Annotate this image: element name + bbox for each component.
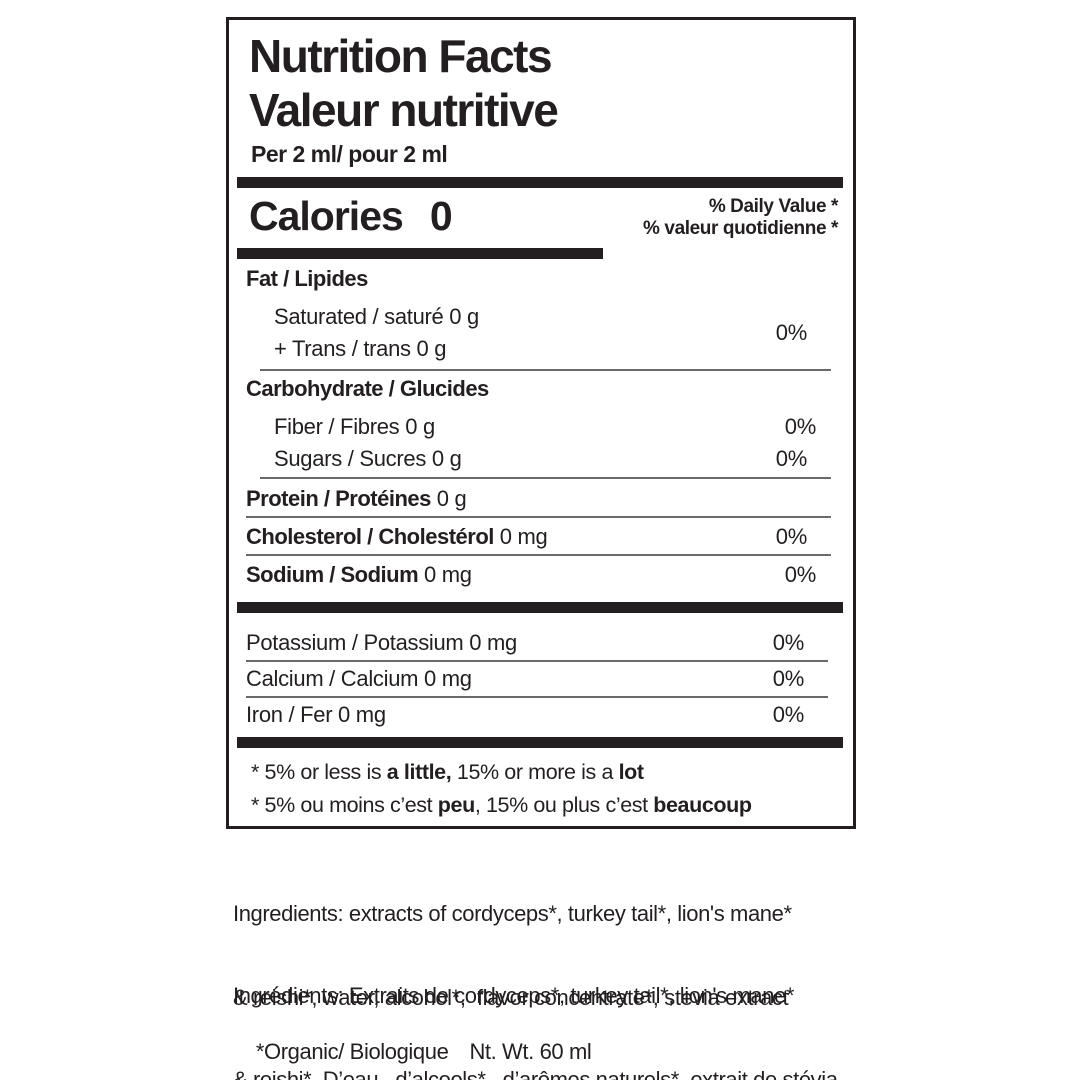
net-weight: Nt. Wt. 60 ml [469,1039,592,1064]
ingredients-french: Ingrédients: Extraits de cordyceps*, tur… [233,926,838,1080]
nutrient-row-protein: Protein / Protéines 0 g [246,483,831,519]
ingredients-en-line2: & reishi*, water, alcohol*, flavor conce… [233,985,789,1010]
footnote-fr-mid: , 15% ou plus c’est [474,793,654,818]
cholesterol-amount: 0 mg [493,524,548,550]
nutrient-row-carbohydrate: Carbohydrate / Glucides [246,376,840,402]
daily-value-header: % Daily Value * % valeur quotidienne * [643,193,840,242]
nutrient-row-fat: Fat / Lipides [246,266,840,292]
footnote-english: * 5% or less is a little, 15% or more is… [251,756,840,789]
nutrient-row-potassium: Potassium / Potassium 0 mg 0% [246,628,828,663]
footnote-fr-bold1: peu [437,793,475,818]
trans-label: + Trans / trans 0 g [274,336,447,362]
saturated-trans-labels: Saturated / saturé 0 g + Trans / trans 0… [260,301,479,365]
footnote-fr-pre: * 5% ou moins c’est [251,793,438,818]
title-english: Nutrition Facts [249,30,553,82]
footnote-fr-bold2: beaucoup [653,793,752,818]
thick-divider-top [237,176,843,188]
ingredients-english: Ingredients: extracts of cordyceps*, tur… [233,844,792,1068]
nutrient-row-cholesterol: Cholesterol / Cholestérol 0 mg 0% [246,521,831,557]
sugars-dv: 0% [775,446,808,472]
calories-row: Calories 0 % Daily Value * % valeur quoti… [246,193,840,242]
calories-label: Calories [249,192,404,239]
nutrient-row-fiber: Fiber / Fibres 0 g 0% [246,411,840,443]
saturated-trans-dv: 0% [775,320,808,346]
label-title: Nutrition Facts Valeur nutritive [249,29,840,138]
nutrition-facts-box: Nutrition Facts Valeur nutritive Per 2 m… [226,17,856,829]
nutrient-row-sugars: Sugars / Sucres 0 g 0% [260,443,831,480]
fiber-dv: 0% [784,414,817,440]
footnote-en-mid: 15% or more is a [451,760,619,785]
cholesterol-label-group: Cholesterol / Cholestérol 0 mg [246,521,548,552]
organic-note: *Organic/ Biologique [255,1039,449,1064]
cholesterol-dv: 0% [775,524,808,550]
sodium-amount: 0 mg [418,562,472,588]
footnote-en-bold2: lot [618,760,644,785]
daily-value-header-en: % Daily Value * [708,195,839,217]
ingredients-fr-line2: & reishi*, D’eau, d’alcools*, d’arômes n… [233,1067,838,1080]
sodium-label: Sodium / Sodium [246,562,419,588]
ingredients-en-line1: Ingredients: extracts of cordyceps*, tur… [233,901,792,926]
organic-netweight-line: *Organic/ Biologique Nt. Wt. 60 ml [233,1010,592,1080]
carbohydrate-label: Carbohydrate / Glucides [246,376,489,402]
footnote-en-pre: * 5% or less is [251,760,387,785]
footnote-french: * 5% ou moins c’est peu, 15% ou plus c’e… [251,789,840,822]
nutrient-row-calcium: Calcium / Calcium 0 mg 0% [246,664,828,699]
ingredients-fr-line1: Ingrédients: Extraits de cordyceps*, tur… [233,983,795,1008]
protein-amount: 0 g [430,486,467,512]
protein-label-group: Protein / Protéines 0 g [246,483,467,514]
thick-divider-middle [237,602,843,614]
nutrient-row-saturated-trans: Saturated / saturé 0 g + Trans / trans 0… [260,301,831,372]
thick-divider-calories [237,248,603,260]
calories-value: 0 [429,192,453,239]
nutrient-row-sodium: Sodium / Sodium 0 mg 0% [246,560,840,590]
sugars-label: Sugars / Sucres 0 g [274,446,462,472]
calcium-label: Calcium / Calcium 0 mg [246,666,472,692]
calcium-dv: 0% [772,666,805,692]
protein-label: Protein / Protéines [246,486,431,512]
iron-dv: 0% [772,702,805,728]
calories-label-group: Calories 0 [249,192,453,240]
daily-value-header-fr: % valeur quotidienne * [643,218,838,240]
potassium-dv: 0% [772,630,805,656]
sodium-dv: 0% [784,562,817,588]
saturated-label: Saturated / saturé 0 g [274,304,479,330]
iron-label: Iron / Fer 0 mg [246,702,386,728]
cholesterol-label: Cholesterol / Cholestérol [246,524,494,550]
fiber-label: Fiber / Fibres 0 g [274,414,435,440]
footnote-en-bold1: a little, [386,760,452,785]
nutrient-row-iron: Iron / Fer 0 mg 0% [246,700,828,730]
sodium-label-group: Sodium / Sodium 0 mg [246,560,472,590]
thick-divider-bottom [237,737,843,749]
title-french: Valeur nutritive [249,84,559,137]
potassium-label: Potassium / Potassium 0 mg [246,630,517,656]
fat-label: Fat / Lipides [246,266,368,292]
serving-size: Per 2 ml/ pour 2 ml [251,140,448,167]
